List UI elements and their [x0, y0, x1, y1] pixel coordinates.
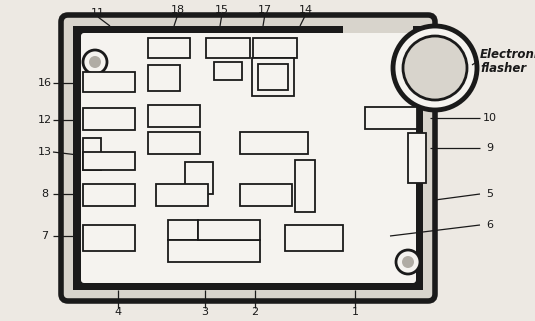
Text: 6: 6 [486, 220, 493, 230]
Bar [73, 26, 83, 280]
Bar [73, 26, 343, 36]
Bar [258, 64, 288, 90]
Bar [83, 152, 135, 170]
Bar [83, 72, 135, 92]
Bar [240, 132, 308, 154]
Text: 17: 17 [258, 5, 272, 15]
Text: 5: 5 [486, 189, 493, 199]
Bar [148, 132, 200, 154]
Text: 18: 18 [171, 5, 185, 15]
Text: Electronic: Electronic [480, 48, 535, 62]
Bar [168, 240, 260, 262]
Bar [185, 162, 213, 194]
Text: 14: 14 [299, 5, 313, 15]
Circle shape [396, 250, 420, 274]
Bar [252, 58, 294, 96]
Text: flasher: flasher [480, 62, 526, 74]
Circle shape [89, 56, 101, 68]
Text: 8: 8 [41, 189, 49, 199]
Circle shape [402, 256, 414, 268]
Text: 11: 11 [91, 8, 105, 18]
Bar [148, 105, 200, 127]
Bar [206, 38, 250, 58]
Bar [285, 225, 343, 251]
Bar [295, 160, 315, 212]
Text: 16: 16 [38, 78, 52, 88]
Text: 13: 13 [38, 147, 52, 157]
FancyBboxPatch shape [81, 33, 416, 283]
Bar [214, 62, 242, 80]
Circle shape [403, 36, 467, 100]
Text: 2: 2 [251, 307, 258, 317]
Bar [156, 184, 208, 206]
Text: 9: 9 [486, 143, 494, 153]
Bar [148, 38, 190, 58]
Bar [83, 138, 101, 170]
Bar [408, 133, 426, 183]
Text: 10: 10 [483, 113, 497, 123]
Bar [73, 280, 423, 290]
Bar [83, 108, 135, 130]
Circle shape [83, 50, 107, 74]
Bar [413, 26, 423, 280]
Bar [365, 107, 417, 129]
Bar [148, 65, 180, 91]
Bar [83, 225, 135, 251]
Text: 3: 3 [202, 307, 209, 317]
Text: 12: 12 [38, 115, 52, 125]
Text: 15: 15 [215, 5, 229, 15]
Bar [83, 184, 135, 206]
Bar [168, 220, 198, 240]
Text: 7: 7 [41, 231, 49, 241]
Bar [198, 220, 260, 240]
Text: 4: 4 [114, 307, 121, 317]
Bar [253, 38, 297, 58]
Text: 1: 1 [351, 307, 358, 317]
FancyBboxPatch shape [61, 15, 435, 301]
Bar [240, 184, 292, 206]
Circle shape [393, 26, 477, 110]
